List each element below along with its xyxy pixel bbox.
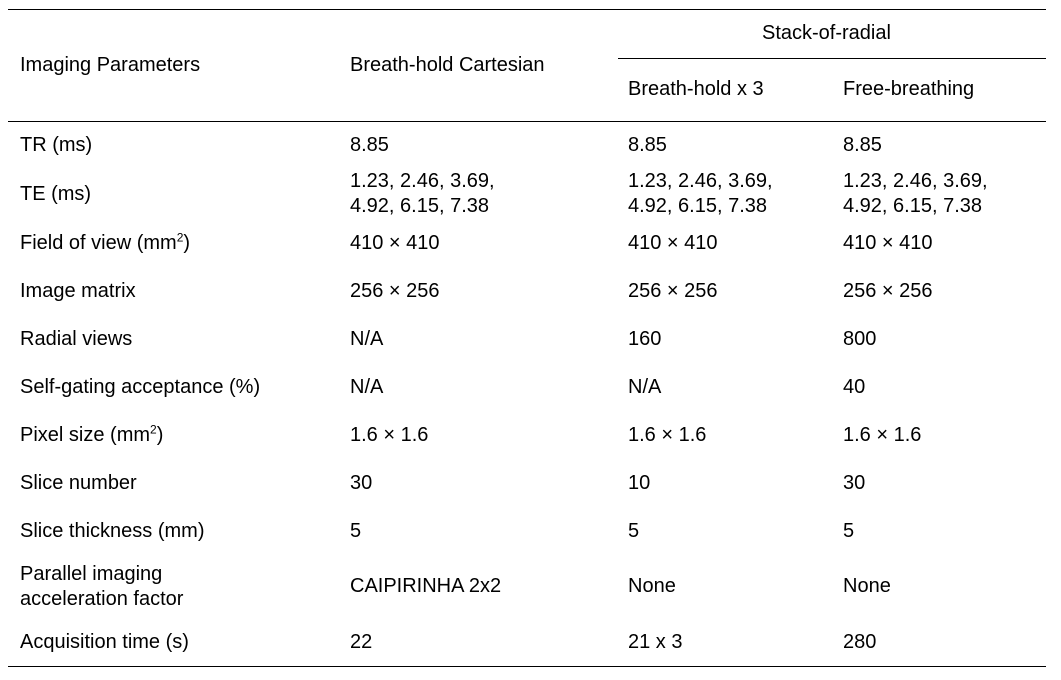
table-cell: 410 × 410 [628, 232, 718, 254]
table-cell: 8.85 [350, 134, 389, 156]
table-cell: 5 [628, 520, 640, 542]
table-cell: CAIPIRINHA 2x2 [350, 575, 502, 597]
table-cell: 800 [843, 328, 877, 350]
table-cell: 4.92, 6.15, 7.38 [843, 195, 983, 217]
table-cell: 8.85 [843, 134, 882, 156]
table-cell: 410 × 410 [350, 232, 440, 254]
header-rule [8, 121, 1046, 122]
table-cell: 1.6 × 1.6 [628, 424, 707, 446]
table-cell: 30 [350, 472, 373, 494]
table-cell: 21 x 3 [628, 631, 683, 653]
superscript: 2 [150, 422, 157, 437]
superscript: 2 [176, 230, 184, 245]
header-breath-hold-cartesian: Breath-hold Cartesian [350, 54, 545, 76]
header-free-breathing: Free-breathing [843, 78, 975, 100]
table-cell: 1.23, 2.46, 3.69, [628, 170, 773, 192]
top-rule [8, 9, 1046, 10]
row-label-acquisition-time: Acquisition time (s) [20, 631, 189, 653]
table-cell: None [628, 575, 676, 597]
row-label-tr: TR (ms) [20, 134, 93, 156]
table-cell: N/A [628, 376, 662, 398]
row-label-image-matrix: Image matrix [20, 280, 136, 302]
row-label-self-gating: Self-gating acceptance (%) [20, 376, 261, 398]
table-cell: 4.92, 6.15, 7.38 [628, 195, 768, 217]
row-label-field-of-view: Field of view (mm2) [20, 231, 190, 256]
row-label-end: ) [183, 232, 191, 254]
header-breath-hold-x3: Breath-hold x 3 [628, 78, 764, 100]
table-cell: 410 × 410 [843, 232, 933, 254]
table-cell: 5 [843, 520, 855, 542]
row-label-end: ) [156, 424, 164, 446]
header-stack-of-radial: Stack-of-radial [762, 22, 891, 44]
table-cell: 1.6 × 1.6 [843, 424, 922, 446]
table-cell: 8.85 [628, 134, 667, 156]
header-imaging-parameters: Imaging Parameters [20, 54, 201, 76]
table-cell: N/A [350, 328, 384, 350]
table-cell: 256 × 256 [843, 280, 933, 302]
table-cell: 22 [350, 631, 373, 653]
table-cell: 1.23, 2.46, 3.69, [350, 170, 495, 192]
group-rule [618, 58, 1046, 59]
table-cell: 30 [843, 472, 866, 494]
row-label-slice-thickness: Slice thickness (mm) [20, 520, 205, 542]
table-cell: 1.6 × 1.6 [350, 424, 429, 446]
table-cell: 160 [628, 328, 662, 350]
table-cell: 4.92, 6.15, 7.38 [350, 195, 490, 217]
row-label-parallel-imaging: Parallel imaging [20, 563, 163, 585]
table-cell: 256 × 256 [628, 280, 718, 302]
table-cell: 1.23, 2.46, 3.69, [843, 170, 988, 192]
table-cell: 256 × 256 [350, 280, 440, 302]
row-label-te: TE (ms) [20, 183, 92, 205]
bottom-rule [8, 666, 1046, 667]
row-label-slice-number: Slice number [20, 472, 137, 494]
table-cell: 280 [843, 631, 877, 653]
row-label-pixel-size: Pixel size (mm2) [20, 423, 163, 448]
row-label-text: Field of view (mm [20, 232, 177, 254]
row-label-text: Pixel size (mm [20, 424, 151, 446]
table-cell: 40 [843, 376, 866, 398]
row-label-parallel-imaging-cont: acceleration factor [20, 588, 184, 610]
table-cell: 10 [628, 472, 651, 494]
table-cell: 5 [350, 520, 362, 542]
table-cell: None [843, 575, 891, 597]
table-cell: N/A [350, 376, 384, 398]
row-label-radial-views: Radial views [20, 328, 133, 350]
